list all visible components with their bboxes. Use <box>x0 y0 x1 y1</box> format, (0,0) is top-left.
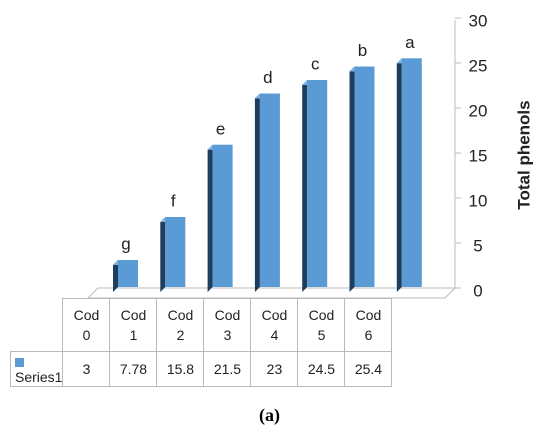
floor <box>86 287 457 299</box>
y-tick-label: 0 <box>473 281 482 300</box>
value-cell: 3 <box>62 351 111 387</box>
bar-side <box>396 58 402 293</box>
category-label: Cod 1 <box>109 298 158 352</box>
bar <box>401 58 422 288</box>
value-cell: 7.78 <box>109 351 158 387</box>
bar-annotation: e <box>216 119 225 138</box>
category-label: Cod 3 <box>203 298 252 352</box>
category-row: Cod 0 Cod 1 Cod 2 Cod 3 Cod 4 Cod 5 Cod 6 <box>11 298 393 352</box>
category-label: Cod 6 <box>344 298 393 352</box>
value-cell: 24.5 <box>297 351 346 387</box>
bar <box>259 93 280 287</box>
bar-side <box>254 93 260 292</box>
legend-label: Series1 <box>15 369 63 385</box>
bar <box>165 216 186 287</box>
data-table: Cod 0 Cod 1 Cod 2 Cod 3 Cod 4 Cod 5 Cod 6 Seri… <box>9 298 393 387</box>
category-label: Cod 4 <box>250 298 299 352</box>
blank-cell <box>11 299 63 352</box>
bar-side <box>302 80 308 292</box>
category-label: Cod 2 <box>156 298 205 352</box>
legend-swatch <box>15 357 24 367</box>
bar-annotation: a <box>405 33 415 52</box>
bar <box>307 80 328 287</box>
y-tick-label: 15 <box>469 146 488 165</box>
category-label: Cod 5 <box>297 298 346 352</box>
value-cell: 15.8 <box>156 351 205 387</box>
bar-side <box>207 144 213 292</box>
category-label: Cod 0 <box>62 298 111 352</box>
value-cell: 23 <box>250 351 299 387</box>
caption: (a) <box>259 405 280 425</box>
bar <box>212 144 233 287</box>
y-axis-label: Total phenols <box>514 100 533 209</box>
y-tick-label: 25 <box>469 56 488 75</box>
y-tick-label: 5 <box>473 236 482 255</box>
bar-side <box>349 66 355 292</box>
bar-side <box>160 216 166 292</box>
y-tick-label: 20 <box>469 101 488 120</box>
y-tick-label: 30 <box>469 11 488 30</box>
value-cell: 25.4 <box>344 351 393 387</box>
legend-cell: Series1 <box>9 351 64 387</box>
bar <box>118 260 138 287</box>
bar-side <box>113 260 118 292</box>
bar-annotation: g <box>121 234 130 253</box>
chart: Total phenols 0 5 10 15 20 25 30 g f e d c b a <box>86 11 533 300</box>
y-tick-label: 10 <box>469 191 488 210</box>
value-row: Series1 3 7.78 15.8 21.5 23 24.5 25.4 <box>9 351 393 387</box>
bar <box>354 66 375 287</box>
bar-annotation: b <box>358 41 367 60</box>
value-cell: 21.5 <box>203 351 252 387</box>
bar-annotation: d <box>263 68 272 87</box>
bar-annotation: c <box>311 54 320 73</box>
bar-annotation: f <box>171 191 176 210</box>
